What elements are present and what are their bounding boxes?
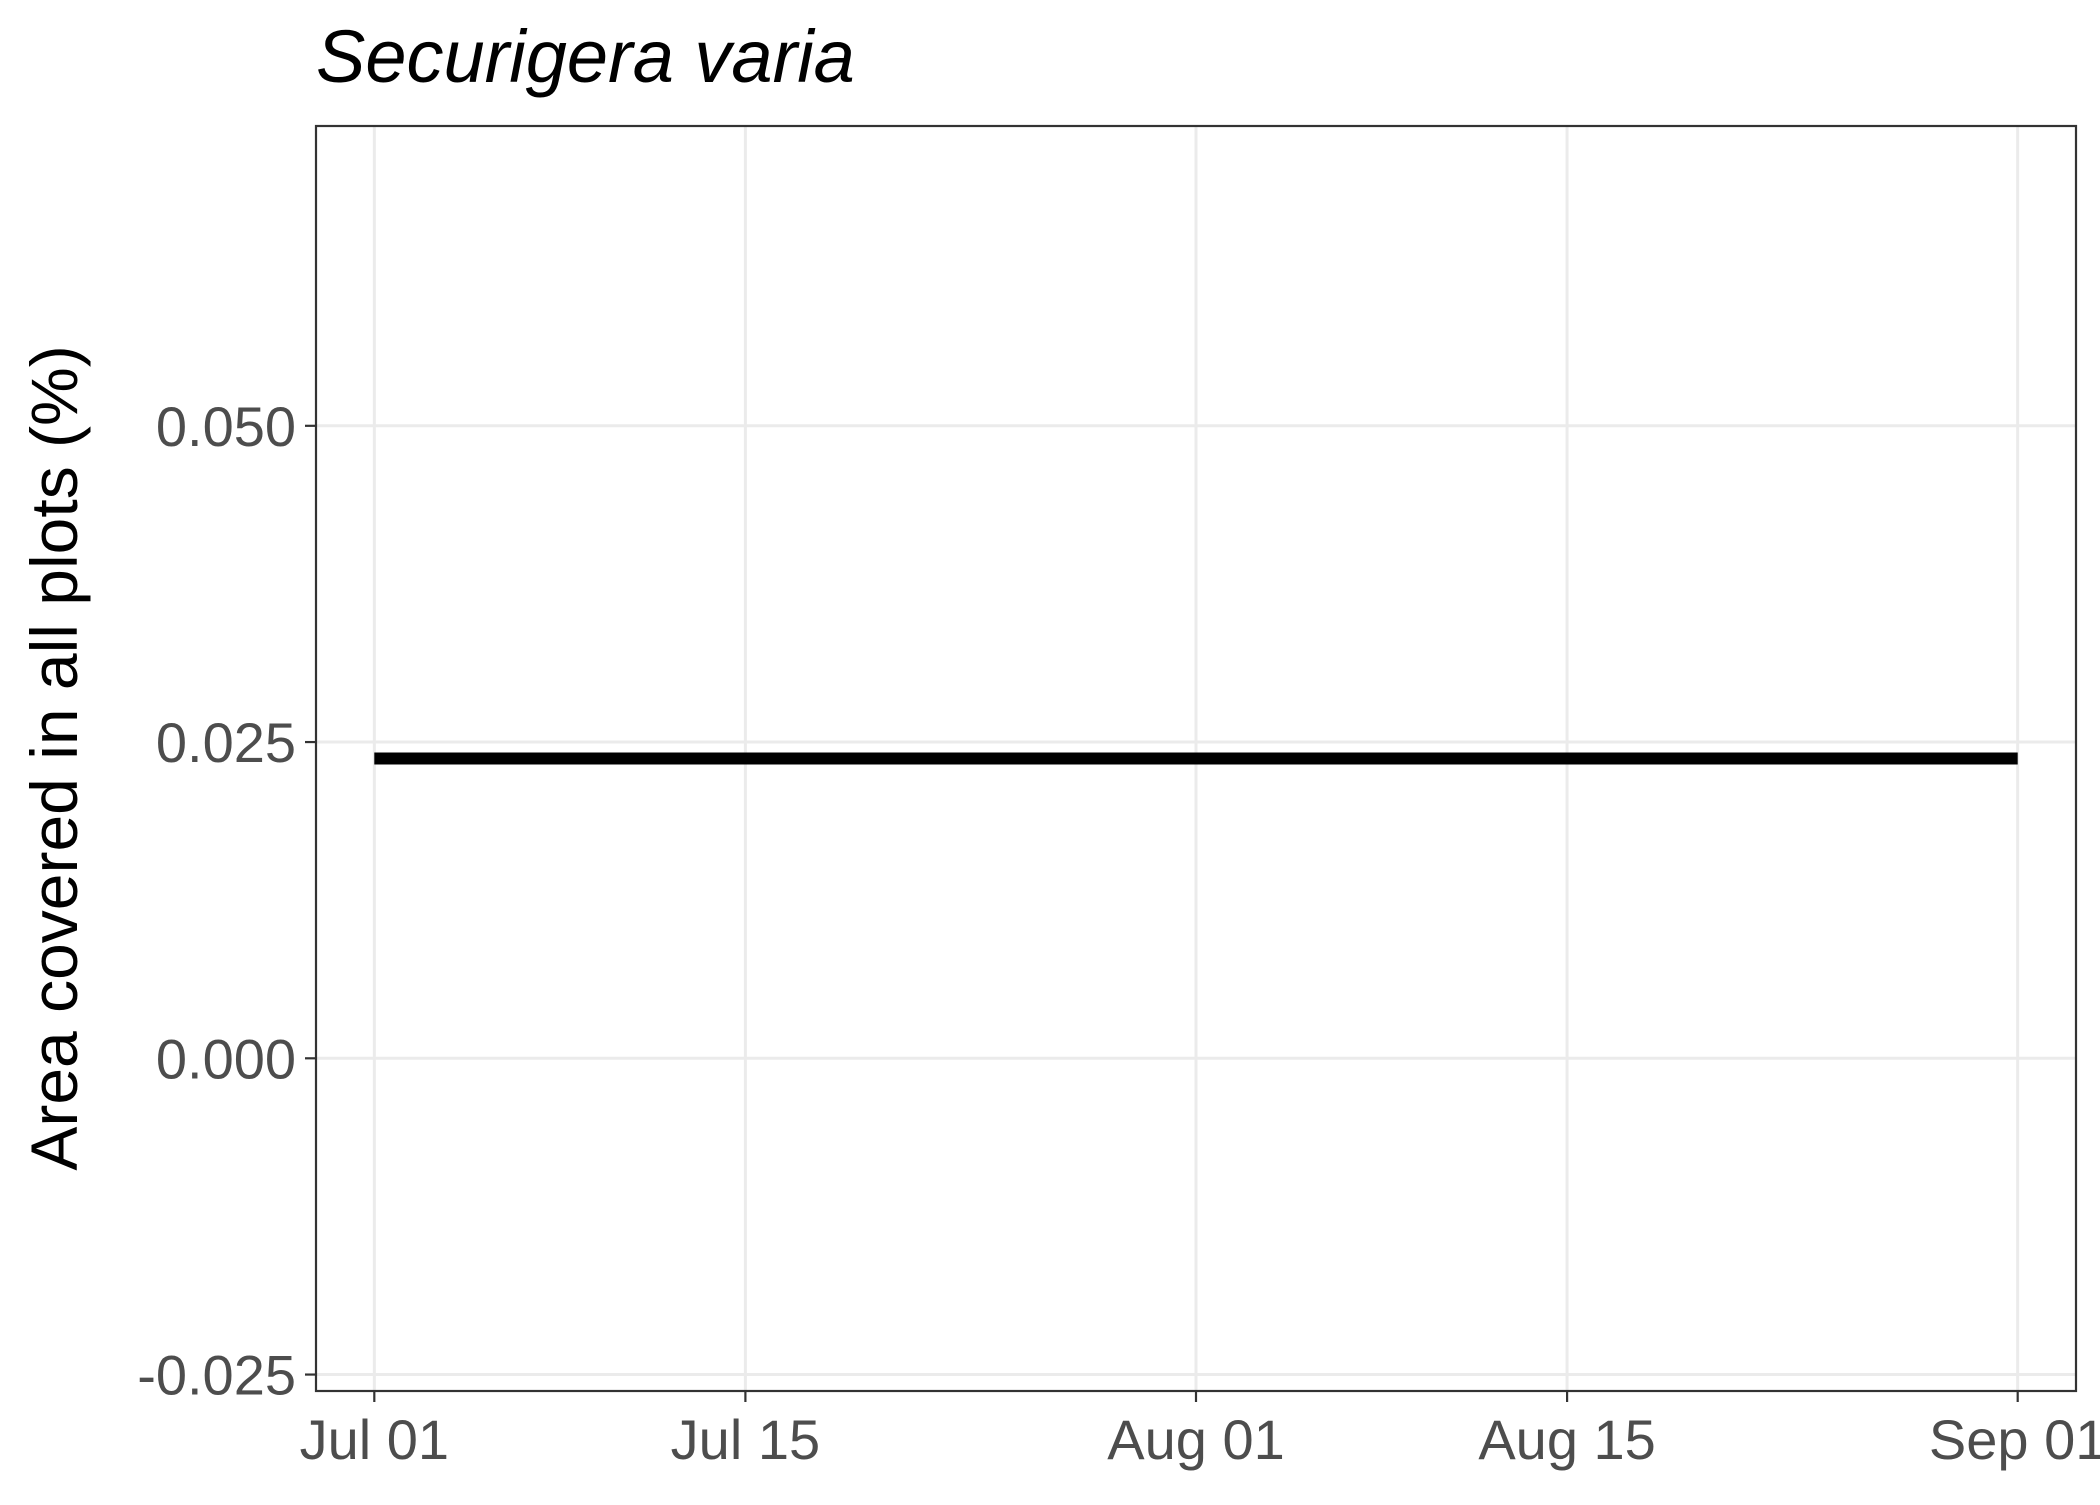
y-tick-label: 0.000: [156, 1027, 296, 1090]
axis-layer: -0.025 0.000 0.025 0.050 Jul 01 Jul 15 Aug 01 A…: [137, 395, 2100, 1471]
x-tick-label: Aug 01: [1107, 1408, 1285, 1471]
y-tick-label: -0.025: [137, 1344, 296, 1407]
x-tick-label: Jul 01: [300, 1408, 449, 1471]
y-tick-label: 0.050: [156, 395, 296, 458]
y-axis-label: Area covered in all plots (%): [17, 345, 91, 1170]
y-tick-label: 0.025: [156, 711, 296, 774]
x-tick-label: Sep 01: [1929, 1408, 2100, 1471]
x-tick-label: Jul 15: [671, 1408, 820, 1471]
x-tick-label: Aug 15: [1478, 1408, 1656, 1471]
chart-title: Securigera varia: [316, 15, 855, 98]
